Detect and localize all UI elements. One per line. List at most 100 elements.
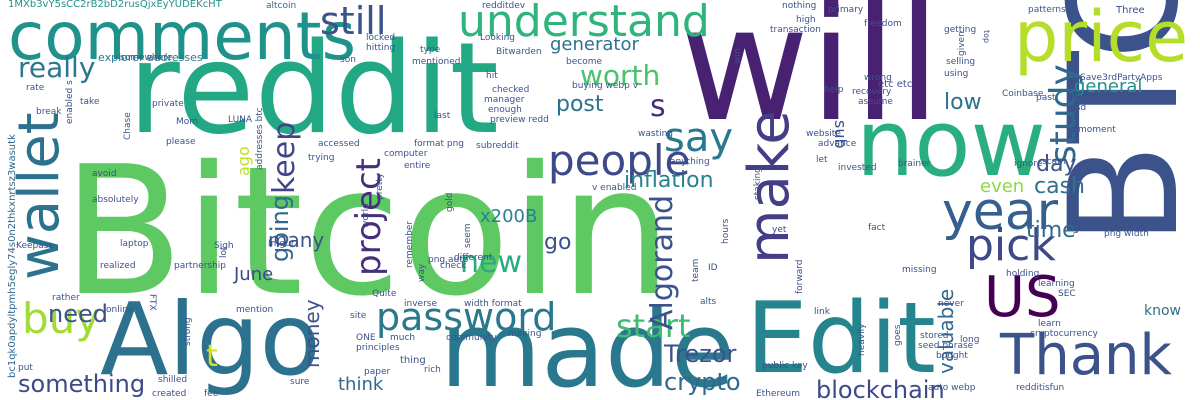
word: money [300,299,324,368]
word: Algo [100,281,321,398]
word: even [980,176,1025,197]
word: primary [828,5,864,15]
word: buy [22,294,101,343]
word: way [417,263,427,282]
word: usd [1070,103,1087,113]
word: enough [488,105,522,115]
word: community [446,333,497,343]
word: Thank [1000,323,1172,388]
word: paper [364,367,391,377]
word: keep [267,121,302,194]
word: high [796,15,816,25]
word: remember [405,220,415,268]
word: need [48,300,108,328]
word: long [960,335,980,345]
word: low [944,90,982,115]
word: will [680,0,941,157]
word: June [234,264,274,285]
word: past [1036,93,1056,103]
word: win [733,48,743,64]
word: Quite [372,289,397,299]
word: want [1071,211,1081,234]
word: start [616,307,691,345]
word: bought [936,351,968,361]
word: t [206,339,218,374]
word: thing [400,355,426,366]
word: making [508,329,542,339]
word: reddit [128,15,499,162]
word: alts [700,297,717,307]
word: crypto [664,368,741,396]
word: price [1014,0,1189,78]
word: manager [484,95,525,105]
word: day [1036,152,1077,177]
word: say [664,115,734,161]
word: people [548,136,691,185]
word: understand [458,0,710,47]
word: let [816,155,828,165]
word: never [938,299,964,309]
word: Mom [176,117,199,127]
word: entire [404,161,431,171]
word: Imgur [268,239,295,249]
word: pretty [375,172,385,200]
word: bc1qk0apdyltpmh5egly74s0n2thkxnrtsz3wasu… [7,134,18,378]
word: link [814,307,830,317]
word: absolutely [92,195,139,205]
word: make [737,110,802,264]
word: width format [464,299,522,309]
word: hitting [366,43,396,53]
word: team [691,258,701,282]
word: time [1026,218,1076,243]
word: missing [902,265,937,275]
word: wasting [638,129,674,139]
word: become [566,57,603,67]
word: check [440,261,467,271]
word: put [18,363,33,373]
word: gold [445,192,455,212]
word: forward [795,259,805,294]
word: ago [234,146,253,176]
word: post [556,92,604,117]
word: US [984,265,1061,330]
word: still [320,0,387,43]
word: new [460,245,523,280]
word: rich [424,365,441,375]
word: Trezor [664,340,737,368]
word: last [434,111,451,121]
word: goes [893,324,903,346]
word: created [152,389,187,399]
word: assume [858,97,893,107]
word: different [454,253,493,263]
word: enabled s [65,80,75,124]
word: Keepass [16,241,54,251]
word: format png [414,139,465,149]
word: year [942,182,1059,242]
word: many [268,228,325,252]
word: know [1144,303,1181,319]
word: scam [1042,157,1066,167]
word: now [856,90,1046,197]
word: patterns [1028,5,1066,15]
word: trying [308,153,335,163]
word: addresses btc [255,107,265,170]
word: anything [670,157,710,167]
word: general [1074,76,1143,97]
word: fact [868,223,886,233]
word: much [390,333,416,343]
word: given [957,31,967,56]
word: png width [1104,229,1149,239]
word: learn [1038,319,1061,329]
word: Three [1116,5,1145,16]
word: mention [236,305,274,315]
word: seem [463,223,473,248]
word: rate [26,83,45,93]
word: world [361,203,371,228]
word: transaction [770,25,821,35]
word: hit [486,71,498,81]
word: ONE [356,333,376,343]
word: preview redd [490,115,549,125]
word: nothing [782,1,817,11]
word: ignore [1014,159,1043,169]
